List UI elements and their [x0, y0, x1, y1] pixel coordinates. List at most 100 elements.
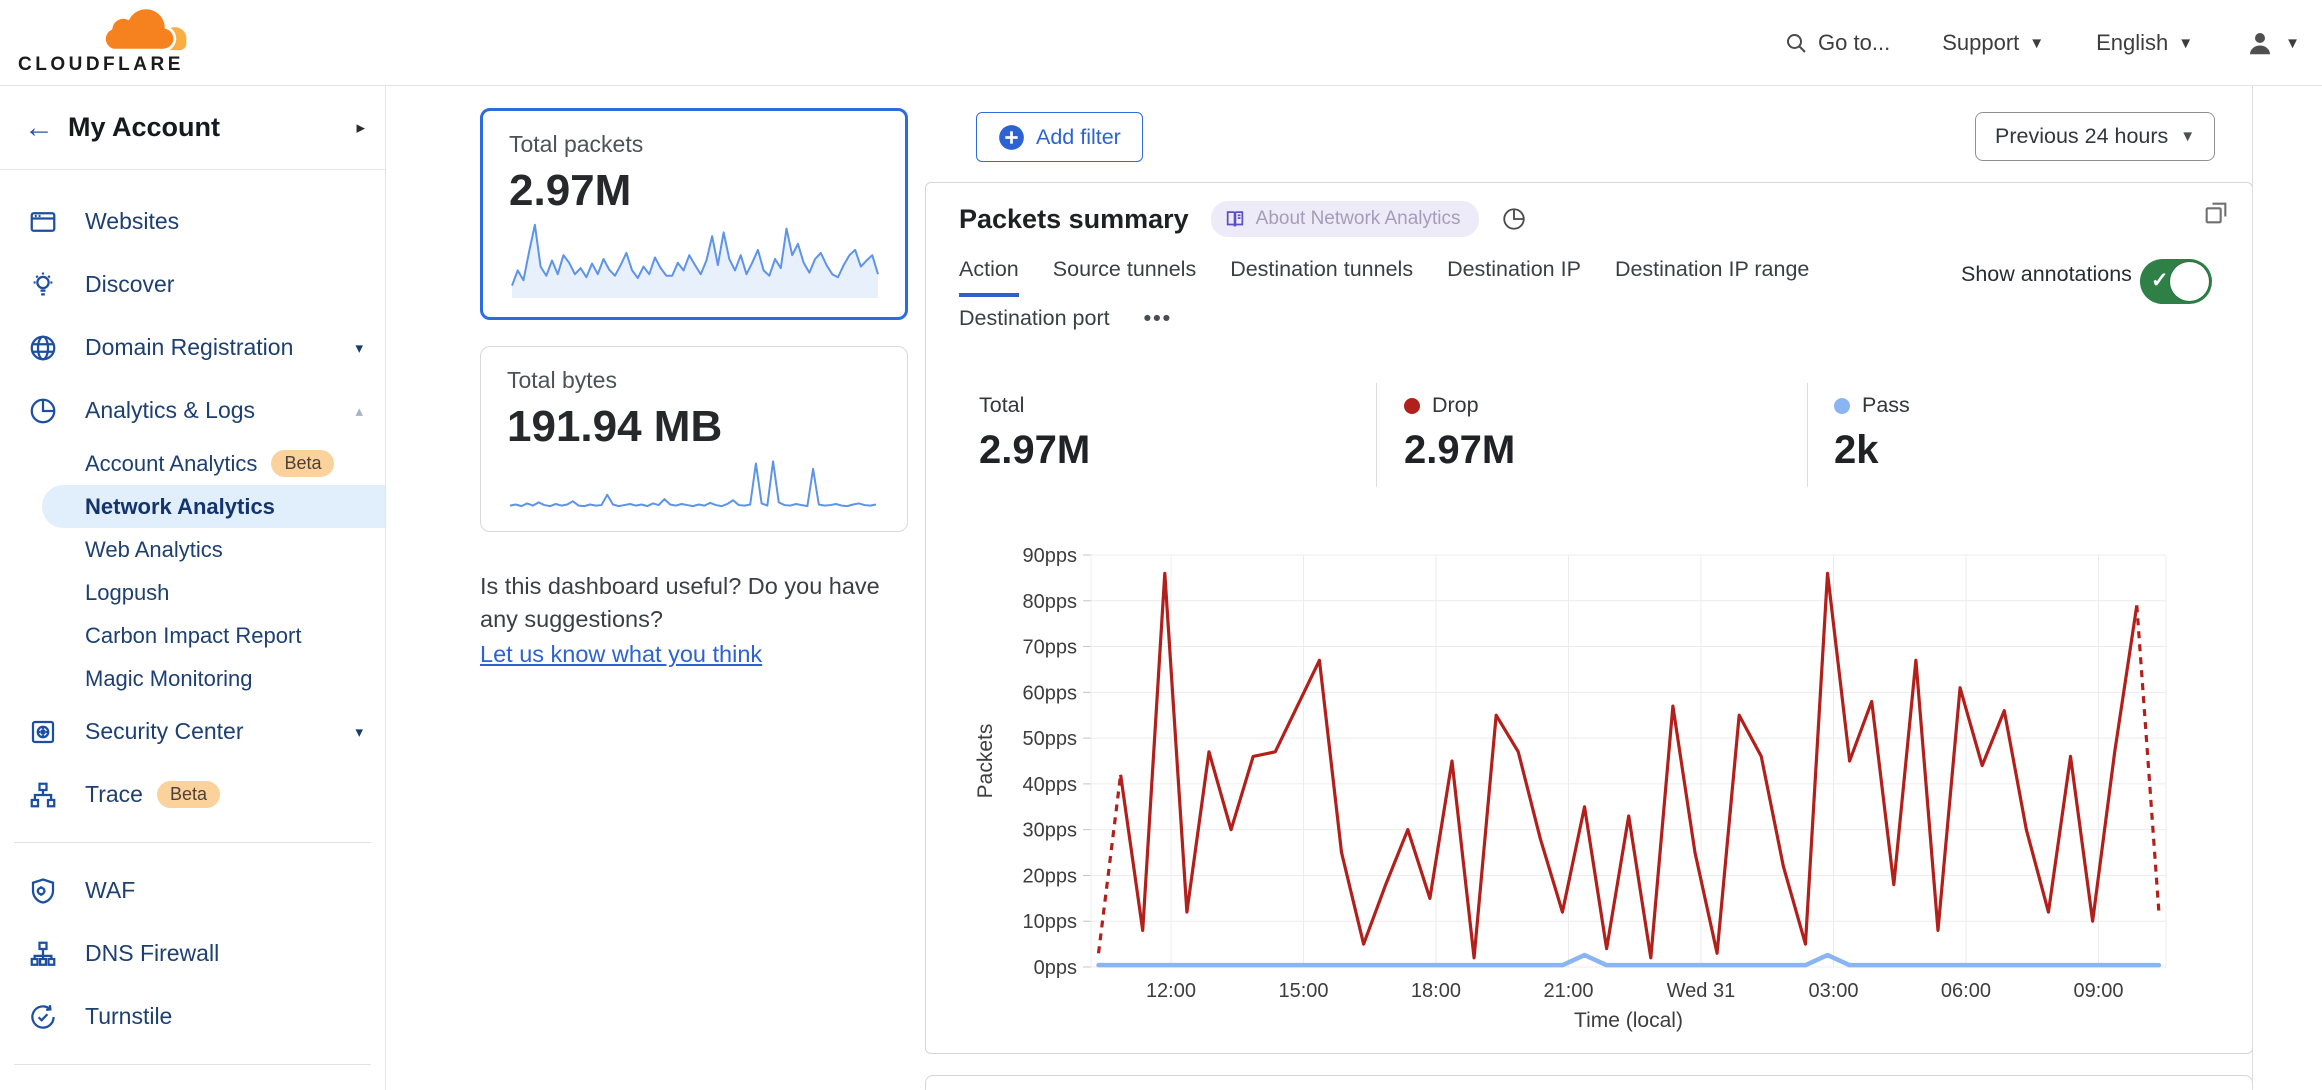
sidebar-item-account-analytics[interactable]: Account Analytics Beta — [0, 442, 385, 485]
search-icon — [1787, 34, 1806, 53]
sidebar-item-label: Carbon Impact Report — [85, 622, 302, 648]
content-right-border — [2252, 86, 2253, 1090]
account-menu[interactable]: ▼ — [2245, 28, 2300, 58]
rotate-check-icon — [28, 1002, 58, 1032]
top-bar-actions: Go to... Support ▼ English ▼ ▼ — [1784, 0, 2300, 86]
language-menu[interactable]: English ▼ — [2096, 30, 2193, 56]
sidebar-item-turnstile[interactable]: Turnstile — [0, 985, 385, 1048]
sidebar-item-logpush[interactable]: Logpush — [0, 571, 385, 614]
total-packets-card[interactable]: Total packets 2.97M — [480, 108, 908, 320]
x-tick-label: 18:00 — [1411, 980, 1461, 1002]
more-tabs-icon[interactable]: ••• — [1143, 306, 1173, 330]
sidebar-item-label: DNS Firewall — [85, 940, 220, 966]
x-tick-label: 06:00 — [1941, 980, 1991, 1002]
sidebar-nav: Websites Discover Domain Registration ▾ — [0, 170, 385, 1090]
add-filter-label: Add filter — [1036, 124, 1121, 149]
next-panel-partial — [925, 1075, 2253, 1090]
language-label: English — [2096, 30, 2169, 55]
expand-panel-icon[interactable] — [2202, 199, 2230, 232]
goto-search[interactable]: Go to... — [1784, 30, 1890, 56]
about-network-analytics-badge[interactable]: About Network Analytics — [1210, 201, 1479, 237]
x-tick-label: 12:00 — [1146, 980, 1196, 1002]
sidebar-item-web-analytics[interactable]: Web Analytics — [0, 528, 385, 571]
stat-total-value: 2.97M — [979, 428, 1091, 472]
about-badge-label: About Network Analytics — [1255, 208, 1461, 229]
sidebar-item-analytics-logs[interactable]: Analytics & Logs ▴ — [0, 379, 385, 442]
sidebar-item-label: Analytics & Logs — [85, 397, 256, 423]
sidebar-item-network-analytics[interactable]: Network Analytics — [42, 485, 385, 528]
show-annotations-toggle[interactable]: ✓ — [2140, 259, 2212, 304]
sidebar-item-carbon-impact-report[interactable]: Carbon Impact Report — [0, 614, 385, 657]
sidebar-item-dns-firewall[interactable]: DNS Firewall — [0, 922, 385, 985]
chevron-down-icon: ▾ — [355, 723, 363, 741]
summary-column: Total packets 2.97M Total bytes 191.94 M… — [480, 108, 908, 671]
drop-series-dashed-start — [1096, 774, 1123, 954]
cloudflare-logo[interactable]: CLOUDFLARE — [18, 2, 198, 82]
goto-label: Go to... — [1818, 30, 1891, 55]
feedback-link[interactable]: Let us know what you think — [480, 641, 763, 667]
drop-series-dashed-end — [2135, 605, 2161, 913]
sidebar-item-discover[interactable]: Discover — [0, 253, 385, 316]
stat-drop: Drop 2.97M — [1404, 393, 1515, 473]
sidebar-item-websites[interactable]: Websites — [0, 190, 385, 253]
total-bytes-card[interactable]: Total bytes 191.94 MB — [480, 346, 908, 532]
chevron-right-icon[interactable]: ▸ — [356, 117, 365, 137]
tab-destination-ip[interactable]: Destination IP — [1447, 257, 1581, 281]
sidebar-item-label: Magic Monitoring — [85, 665, 253, 691]
tab-destination-tunnels[interactable]: Destination tunnels — [1230, 257, 1414, 281]
sidebar-item-partial[interactable] — [0, 1081, 385, 1090]
sidebar-item-security-center[interactable]: Security Center ▾ — [0, 700, 385, 763]
sitemap-icon — [28, 780, 58, 810]
x-tick-label: Wed 31 — [1667, 980, 1736, 1002]
stat-pass-label: Pass — [1862, 393, 1910, 417]
time-range-label: Previous 24 hours — [1995, 124, 2169, 148]
sparkline-line — [509, 460, 877, 508]
back-arrow-icon[interactable]: ← — [24, 110, 54, 144]
stat-divider — [1807, 383, 1808, 487]
tab-destination-port[interactable]: Destination port — [959, 306, 1110, 330]
panel-header: Packets summary About Network Analytics — [959, 201, 1527, 237]
total-bytes-sparkline — [509, 460, 877, 508]
support-menu[interactable]: Support ▼ — [1942, 30, 2044, 56]
book-icon — [1226, 211, 1243, 227]
plus-circle-icon — [999, 124, 1024, 150]
pass-series-dot — [1834, 397, 1850, 414]
stat-divider — [1376, 383, 1377, 487]
sidebar-item-waf[interactable]: WAF — [0, 859, 385, 922]
tab-source-tunnels[interactable]: Source tunnels — [1052, 257, 1197, 281]
feedback-question: Is this dashboard useful? Do you have an… — [480, 573, 880, 632]
sidebar-item-domain-registration[interactable]: Domain Registration ▾ — [0, 316, 385, 379]
chevron-down-icon: ▼ — [2029, 34, 2045, 52]
add-filter-button[interactable]: Add filter — [976, 112, 1143, 162]
sidebar-item-label: Security Center — [85, 718, 244, 744]
lightbulb-icon — [28, 270, 58, 300]
user-icon — [2250, 33, 2271, 55]
tab-action[interactable]: Action — [959, 257, 1019, 297]
beta-badge: Beta — [271, 450, 335, 477]
dimension-tabs: Action Source tunnels Destination tunnel… — [959, 257, 1939, 342]
browser-window-icon — [28, 207, 58, 237]
total-packets-title: Total packets — [509, 131, 644, 157]
packets-chart: 0pps 10pps 20pps 30pps 40pps 50pps 60pps 70pps 8… — [966, 535, 2226, 1040]
pie-chart-icon — [28, 396, 58, 426]
sidebar-item-trace[interactable]: Trace Beta — [0, 763, 385, 826]
y-tick-label: 60pps — [1023, 682, 1078, 704]
x-tick-label: 15:00 — [1278, 980, 1328, 1002]
chart-type-pie-icon[interactable] — [1501, 206, 1527, 232]
tab-destination-ip-range[interactable]: Destination IP range — [1614, 257, 1810, 281]
packets-chart-svg: 0pps 10pps 20pps 30pps 40pps 50pps 60pps 70pps 8… — [974, 545, 2167, 1032]
sidebar-item-magic-monitoring[interactable]: Magic Monitoring — [0, 657, 385, 700]
sidebar-item-label: Discover — [85, 271, 175, 297]
drop-series-dot — [1404, 397, 1420, 414]
account-title: My Account — [68, 112, 221, 142]
time-range-dropdown[interactable]: Previous 24 hours ▼ — [1975, 112, 2216, 161]
x-tick-label: 03:00 — [1808, 980, 1858, 1002]
chevron-down-icon: ▾ — [355, 339, 363, 357]
sidebar-item-label: Websites — [85, 208, 180, 234]
y-tick-label: 80pps — [1023, 591, 1078, 613]
sidebar-item-label: Logpush — [85, 579, 170, 605]
account-header[interactable]: ← My Account ▸ — [0, 86, 385, 170]
sidebar-divider — [14, 1064, 371, 1065]
stat-total: Total 2.97M — [979, 393, 1090, 473]
y-tick-label: 20pps — [1023, 865, 1078, 887]
